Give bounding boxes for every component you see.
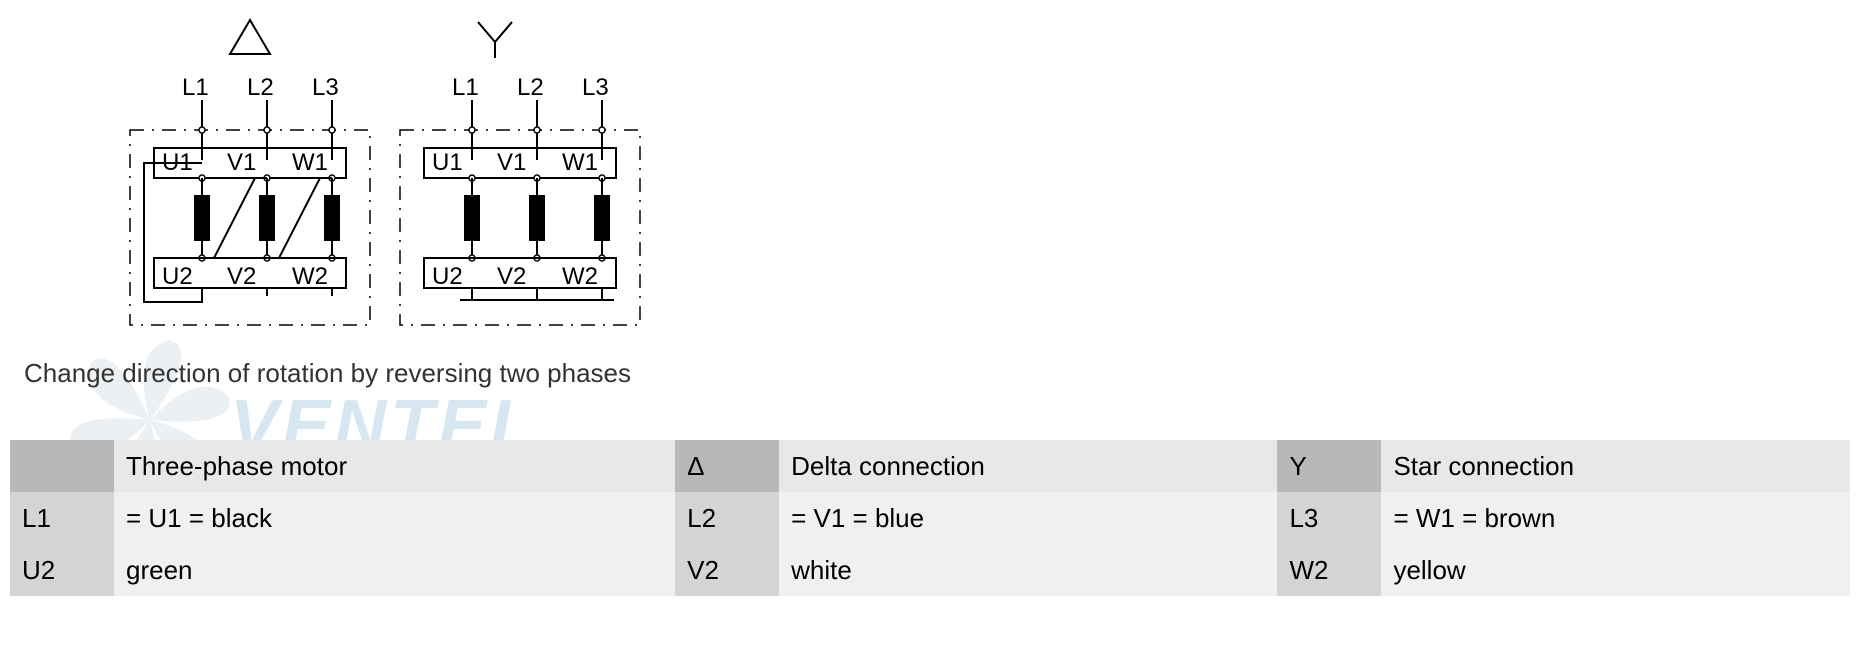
cell-val: white xyxy=(779,544,1277,596)
cell-val: Star connection xyxy=(1381,440,1850,492)
winding-block xyxy=(194,195,210,241)
cell-val: = U1 = black xyxy=(114,492,675,544)
cell-key: L2 xyxy=(675,492,779,544)
cell-key: W2 xyxy=(1277,544,1381,596)
star-top-V1: V1 xyxy=(497,149,526,176)
star-line-L3: L3 xyxy=(582,74,609,101)
delta-bot-U2: U2 xyxy=(162,263,193,290)
delta-line-L1: L1 xyxy=(182,74,209,101)
star-bot-W2: W2 xyxy=(562,263,598,290)
caption-text: Change direction of rotation by reversin… xyxy=(24,358,631,389)
cell-val: = W1 = brown xyxy=(1381,492,1850,544)
cell-key: Δ xyxy=(675,440,779,492)
cell-key: L1 xyxy=(10,492,114,544)
winding-block xyxy=(594,195,610,241)
star-line-L2: L2 xyxy=(517,74,544,101)
star-bot-U2: U2 xyxy=(432,263,463,290)
table-row: L1 = U1 = black L2 = V1 = blue L3 = W1 =… xyxy=(10,492,1850,544)
cell-key xyxy=(10,440,114,492)
star-bot-V2: V2 xyxy=(497,263,526,290)
cell-val: green xyxy=(114,544,675,596)
legend-table: Three-phase motor Δ Delta connection Y S… xyxy=(10,440,1850,596)
delta-diagram: L1 L2 L3 U1 V1 W1 xyxy=(130,74,370,325)
wye-symbol-icon xyxy=(478,22,512,58)
star-top-W1: W1 xyxy=(562,149,598,176)
cell-key: Y xyxy=(1277,440,1381,492)
star-line-L1: L1 xyxy=(452,74,479,101)
winding-block xyxy=(259,195,275,241)
cell-val: yellow xyxy=(1381,544,1850,596)
cell-val: = V1 = blue xyxy=(779,492,1277,544)
cell-key: V2 xyxy=(675,544,779,596)
cell-val: Three-phase motor xyxy=(114,440,675,492)
winding-block xyxy=(324,195,340,241)
table-row: U2 green V2 white W2 yellow xyxy=(10,544,1850,596)
cell-key: L3 xyxy=(1277,492,1381,544)
delta-line-L3: L3 xyxy=(312,74,339,101)
star-top-U1: U1 xyxy=(432,149,463,176)
cell-val: Delta connection xyxy=(779,440,1277,492)
star-diagram: L1 L2 L3 U1 V1 W1 xyxy=(400,74,640,325)
delta-symbol-icon xyxy=(230,20,270,54)
table-row: Three-phase motor Δ Delta connection Y S… xyxy=(10,440,1850,492)
wiring-diagrams: L1 L2 L3 U1 V1 W1 xyxy=(100,10,700,340)
cell-key: U2 xyxy=(10,544,114,596)
delta-top-V1: V1 xyxy=(227,149,256,176)
winding-block xyxy=(464,195,480,241)
page-container: VENTEL L1 L2 L3 xyxy=(0,0,1857,661)
delta-bot-V2: V2 xyxy=(227,263,256,290)
winding-block xyxy=(529,195,545,241)
delta-line-L2: L2 xyxy=(247,74,274,101)
delta-bot-W2: W2 xyxy=(292,263,328,290)
delta-top-W1: W1 xyxy=(292,149,328,176)
